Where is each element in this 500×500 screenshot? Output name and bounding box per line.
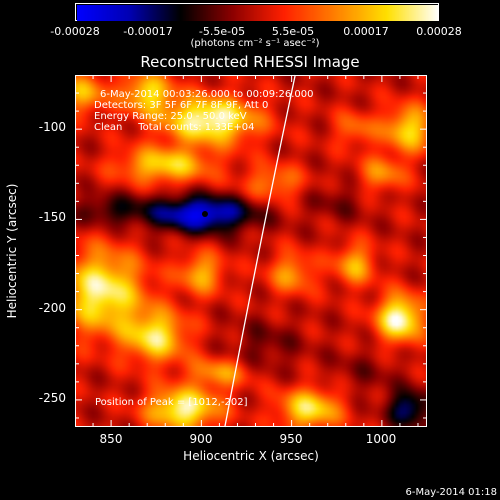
plot-frame [75,75,427,427]
colorbar-units: (photons cm⁻² s⁻¹ asec⁻²) [190,38,320,49]
colorbar-gradient [77,5,439,21]
colorbar-tick: -0.00017 [123,25,173,38]
solar-limb-line [224,74,296,428]
colorbar-frame [75,3,439,21]
x-tick-label: 950 [279,432,303,446]
x-tick-label: 850 [99,432,123,446]
energy-range-label: Energy Range: 25.0 - 50.0 keV [94,111,247,122]
minimum-marker [201,210,208,217]
colorbar-tick: -5.5e-05 [198,25,246,38]
y-axis-label: Heliocentric Y (arcsec) [5,183,19,319]
plot-overlay [75,74,427,428]
time-range-label: 6-May-2014 00:03:26.000 to 00:09:26.000 [100,89,314,100]
peak-position-label: Position of Peak = [1012,-202] [95,397,248,408]
colorbar-tick: -0.00028 [50,25,100,38]
y-tick-label: -200 [38,301,66,315]
colorbar-tick: 0.00017 [343,25,389,38]
clean-counts-label: Clean Total counts: 1.33E+04 [94,122,255,133]
axis-tick-marks [75,75,427,427]
chart-title: Reconstructed RHESSI Image [140,53,360,71]
y-tick-label: -100 [38,120,66,134]
x-tick-label: 900 [189,432,213,446]
footer-date: 6-May-2014 01:18 [405,487,497,498]
colorbar-tick: 0.00028 [416,25,462,38]
y-tick-label: -250 [38,391,66,405]
detectors-label: Detectors: 3F 5F 6F 7F 8F 9F, Att 0 [94,100,269,111]
y-tick-label: -150 [38,210,66,224]
image-plot [75,74,427,428]
x-axis-label: Heliocentric X (arcsec) [183,449,319,463]
x-tick-label: 1000 [365,432,397,446]
heatmap-image [75,75,427,427]
colorbar-tick: 5.5e-05 [271,25,315,38]
